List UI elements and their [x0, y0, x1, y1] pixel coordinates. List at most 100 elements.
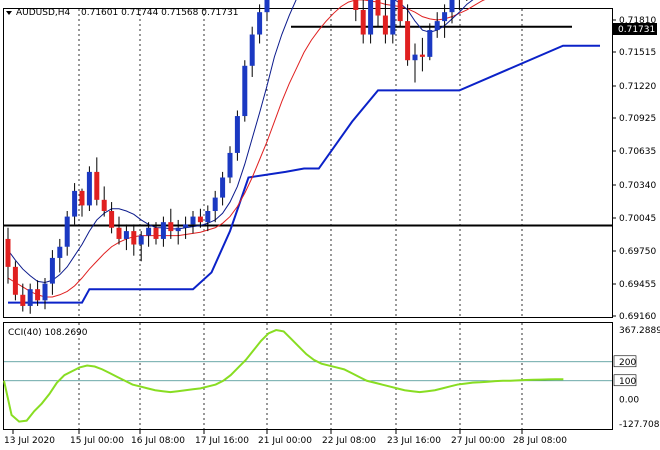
- candle: [220, 171, 226, 206]
- candle-body: [449, 0, 455, 13]
- candle: [190, 211, 196, 234]
- price-pane[interactable]: [4, 0, 612, 314]
- candle-body: [442, 12, 448, 22]
- cci-level-label: 367.2889: [619, 326, 660, 336]
- symbol-label: AUDUSD,H4: [16, 8, 71, 18]
- candle: [94, 157, 100, 206]
- candle: [79, 188, 85, 217]
- candle: [382, 0, 388, 44]
- candle: [257, 4, 263, 44]
- candle: [64, 211, 70, 256]
- candle-body: [20, 294, 26, 306]
- candle: [183, 216, 189, 239]
- candle: [458, 0, 460, 10]
- cci-pane[interactable]: [3, 329, 612, 423]
- price-tick-label: 0.70925: [619, 114, 656, 124]
- candle-body: [109, 211, 115, 228]
- candle: [227, 146, 233, 184]
- price-axis: 0.71810 0.71515 0.71220 0.70925 0.70635 0.703…: [612, 16, 656, 322]
- candle-body: [49, 257, 55, 284]
- candle: [412, 43, 418, 83]
- candle-body: [234, 116, 240, 153]
- candle-body: [375, 0, 381, 16]
- cci-level-label: -127.7087: [619, 420, 660, 430]
- candle-body: [12, 266, 18, 295]
- price-tick-label: 0.70340: [619, 181, 656, 191]
- candle-body: [212, 197, 218, 212]
- time-tick-label: 15 Jul 00:00: [70, 436, 124, 446]
- candle-body: [227, 152, 233, 178]
- candle-body: [264, 0, 270, 13]
- candle-body: [249, 34, 255, 66]
- time-tick-label: 21 Jul 00:00: [258, 436, 312, 446]
- candle-body: [138, 235, 144, 245]
- lower-band-line: [8, 44, 600, 304]
- candle-body: [205, 211, 211, 223]
- candle-body: [64, 216, 70, 247]
- time-tick-label: 13 Jul 2020: [4, 436, 55, 446]
- candle-body: [183, 224, 189, 228]
- candle: [116, 216, 122, 245]
- candle-body: [405, 21, 411, 61]
- symbol-dropdown-icon[interactable]: [6, 11, 12, 15]
- candle: [101, 186, 107, 217]
- candle-body: [153, 227, 159, 239]
- candle: [160, 216, 166, 247]
- candle: [20, 283, 26, 312]
- candle: [131, 224, 137, 256]
- cci-line: [3, 329, 564, 423]
- candle: [375, 0, 381, 27]
- cci-level-box: [613, 355, 637, 368]
- candle: [12, 261, 18, 301]
- candle-body: [116, 227, 122, 239]
- cci-level-label: 0.00: [619, 396, 639, 406]
- price-tick-label: 0.71515: [619, 48, 656, 58]
- candle-body: [397, 0, 403, 22]
- candle: [123, 224, 129, 251]
- candle-body: [242, 65, 248, 117]
- price-tick-label: 0.71810: [619, 16, 656, 26]
- price-tick-label: 0.70635: [619, 147, 656, 157]
- time-tick-label: 27 Jul 00:00: [451, 436, 505, 446]
- time-tick-label: 23 Jul 16:00: [387, 436, 441, 446]
- candle: [146, 222, 152, 247]
- candle-body: [390, 0, 396, 35]
- candle-body: [101, 199, 107, 212]
- candle-body: [27, 289, 33, 306]
- candle-body: [160, 222, 166, 239]
- candle: [175, 219, 181, 245]
- candle: [427, 23, 433, 61]
- current-price-text: 0.71731: [618, 25, 655, 35]
- time-tick-label: 28 Jul 08:00: [513, 436, 567, 446]
- cci-axis: 367.2889 200 100 0.00 -127.7087: [613, 326, 660, 430]
- main-pane-frame: [3, 8, 613, 318]
- candle: [353, 0, 359, 22]
- candle-body: [57, 246, 63, 258]
- cci-pane-frame: [3, 322, 613, 430]
- candle: [5, 227, 11, 284]
- candle-body: [427, 30, 433, 57]
- cci-level-label: 200: [619, 358, 636, 368]
- time-tick-label: 17 Jul 16:00: [195, 436, 249, 446]
- candle: [397, 0, 403, 27]
- candle: [153, 222, 159, 245]
- price-tick-label: 0.70045: [619, 214, 656, 224]
- cci-label: CCI(40) 108.2690: [8, 328, 88, 338]
- candle: [42, 278, 48, 310]
- candle: [212, 190, 218, 223]
- candle-body: [72, 190, 78, 217]
- candle: [434, 12, 440, 38]
- candle-body: [360, 9, 366, 35]
- candle-body: [168, 222, 174, 232]
- cci-level-label: 100: [619, 377, 636, 387]
- candle: [264, 0, 270, 22]
- candle-body: [42, 283, 48, 301]
- candle-body: [123, 231, 129, 239]
- candle-body: [257, 12, 263, 35]
- candle-body: [412, 54, 418, 61]
- candle: [466, 0, 468, 2]
- candle: [168, 208, 174, 239]
- candle: [449, 0, 455, 24]
- candle-body: [353, 0, 359, 10]
